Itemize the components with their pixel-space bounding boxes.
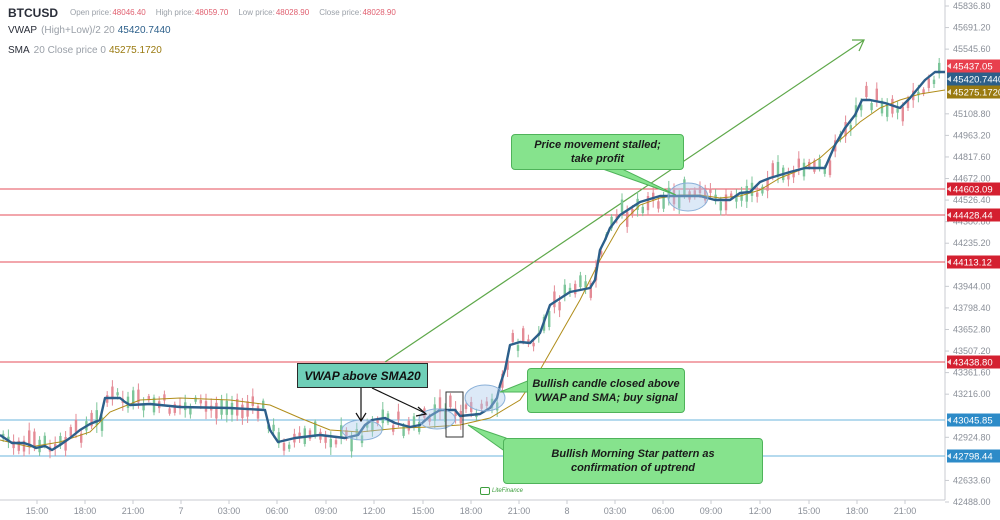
svg-text:44817.60: 44817.60: [953, 152, 991, 162]
callout-buy-signal-line1: Bullish candle closed above: [532, 377, 680, 390]
price-tags: 45437.05 45420.7440 45275.1720 44603.09 4442…: [947, 59, 1000, 463]
svg-text:42924.80: 42924.80: [953, 432, 991, 442]
svg-text:43216.00: 43216.00: [953, 389, 991, 399]
watermark-text: LiteFinance: [492, 488, 524, 494]
svg-text:09:00: 09:00: [315, 506, 338, 516]
watermark-logo: LiteFinance: [480, 487, 523, 495]
svg-text:18:00: 18:00: [74, 506, 97, 516]
svg-text:43045.85: 43045.85: [953, 416, 993, 427]
svg-text:45437.05: 45437.05: [953, 62, 993, 73]
callout-buy-signal-line2: VWAP and SMA; buy signal: [534, 391, 678, 404]
open-value: 48046.40: [112, 7, 146, 17]
svg-text:06:00: 06:00: [652, 506, 675, 516]
chart-legend: BTCUSD Open price: 48046.40 High price: …: [8, 4, 406, 59]
callout-take-profit: Price movement stalled; take profit: [511, 134, 684, 170]
watermark-icon: [480, 487, 490, 495]
callout-buy-signal: Bullish candle closed above VWAP and SMA…: [527, 368, 685, 413]
svg-text:45691.20: 45691.20: [953, 23, 991, 33]
close-value: 48028.90: [362, 7, 396, 17]
svg-text:45275.1720: 45275.1720: [953, 88, 1000, 99]
high-label: High price:: [155, 7, 194, 17]
trend-arrow: [384, 39, 865, 363]
callout-vwap-above-sma-text: VWAP above SMA20: [304, 368, 421, 383]
svg-text:09:00: 09:00: [700, 506, 723, 516]
svg-text:42488.00: 42488.00: [953, 497, 991, 507]
vwap-params: (High+Low)/2 20: [41, 24, 115, 36]
close-label: Close price:: [319, 7, 362, 17]
svg-text:44526.40: 44526.40: [953, 195, 991, 205]
svg-text:42633.60: 42633.60: [953, 475, 991, 485]
callout-arrows: [355, 387, 428, 423]
vwap-value: 45420.7440: [117, 24, 171, 36]
callout-morning-star: Bullish Morning Star pattern as confirma…: [503, 438, 763, 484]
resistance-levels: [0, 188, 945, 363]
svg-text:12:00: 12:00: [363, 506, 386, 516]
callout-vwap-above-sma: VWAP above SMA20: [297, 363, 428, 388]
vwap-name: VWAP: [8, 24, 38, 36]
svg-text:12:00: 12:00: [749, 506, 772, 516]
sma-legend-row[interactable]: SMA 20 Close price 0 45275.1720: [8, 42, 406, 59]
svg-text:43438.80: 43438.80: [953, 358, 993, 369]
svg-text:18:00: 18:00: [846, 506, 869, 516]
svg-text:15:00: 15:00: [412, 506, 435, 516]
svg-text:43361.60: 43361.60: [953, 368, 991, 378]
price-axis-ticks: 45836.80 45691.20 45545.60 45108.80 44963.20…: [945, 1, 991, 507]
open-label: Open price:: [70, 7, 112, 17]
callout-take-profit-line1: Price movement stalled;: [534, 139, 661, 151]
low-value: 48028.90: [275, 7, 310, 17]
svg-text:44235.20: 44235.20: [953, 238, 991, 248]
svg-text:43652.80: 43652.80: [953, 324, 991, 334]
svg-text:21:00: 21:00: [122, 506, 145, 516]
support-levels: [0, 419, 945, 457]
sma-name: SMA: [8, 44, 30, 56]
svg-text:03:00: 03:00: [604, 506, 627, 516]
svg-text:15:00: 15:00: [798, 506, 821, 516]
svg-text:43507.20: 43507.20: [953, 346, 991, 356]
callout-morning-star-line1: Bullish Morning Star pattern as: [551, 448, 715, 460]
svg-text:45108.80: 45108.80: [953, 109, 991, 119]
svg-text:43798.40: 43798.40: [953, 303, 991, 313]
svg-text:42798.44: 42798.44: [953, 452, 993, 463]
svg-text:21:00: 21:00: [508, 506, 531, 516]
callout-take-profit-line2: take profit: [570, 153, 625, 165]
callout-morning-star-line2: confirmation of uptrend: [570, 462, 696, 474]
vwap-legend-row[interactable]: VWAP (High+Low)/2 20 45420.7440: [8, 22, 406, 39]
svg-text:15:00: 15:00: [26, 506, 49, 516]
svg-text:44672.00: 44672.00: [953, 174, 991, 184]
svg-text:21:00: 21:00: [894, 506, 917, 516]
vwap-line: [0, 70, 945, 452]
svg-text:18:00: 18:00: [460, 506, 483, 516]
sma-value: 45275.1720: [108, 44, 162, 56]
svg-text:44603.09: 44603.09: [953, 185, 993, 196]
svg-text:03:00: 03:00: [218, 506, 241, 516]
sma-params: 20 Close price 0: [33, 44, 106, 56]
sma-line: [0, 89, 946, 448]
svg-text:44113.12: 44113.12: [953, 258, 992, 269]
low-label: Low price:: [238, 7, 275, 17]
svg-text:44428.44: 44428.44: [953, 211, 993, 222]
svg-text:06:00: 06:00: [266, 506, 289, 516]
high-value: 48059.70: [194, 7, 229, 17]
svg-text:45545.60: 45545.60: [953, 44, 991, 54]
svg-text:45420.7440: 45420.7440: [953, 75, 1000, 86]
svg-text:45836.80: 45836.80: [953, 1, 991, 11]
svg-text:43944.00: 43944.00: [953, 281, 991, 291]
svg-text:7: 7: [178, 506, 183, 516]
svg-text:44963.20: 44963.20: [953, 130, 991, 140]
symbol-label: BTCUSD: [8, 5, 58, 20]
time-axis-ticks: 15:00 18:00 21:00 7 03:00 06:00 09:00 12:00 15:0…: [26, 500, 917, 516]
svg-text:44380.80: 44380.80: [953, 217, 991, 227]
morning-star-box: [445, 391, 464, 438]
svg-text:8: 8: [564, 506, 569, 516]
